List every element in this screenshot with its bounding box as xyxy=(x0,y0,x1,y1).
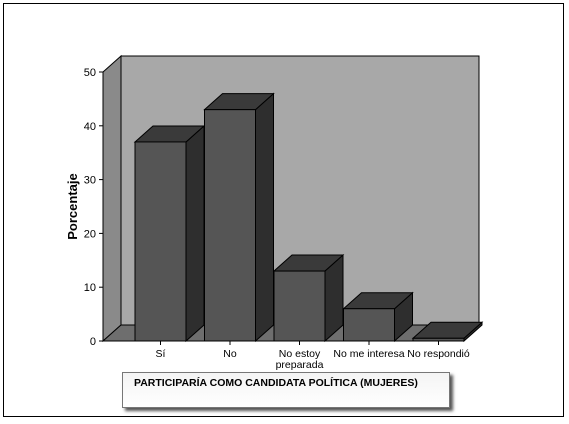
bar xyxy=(134,141,187,342)
x-tick-label: No estoy xyxy=(279,348,321,360)
bar xyxy=(273,270,326,342)
x-tick-label: preparada xyxy=(276,359,324,371)
y-tick-label: 0 xyxy=(90,336,96,348)
y-tick-label: 30 xyxy=(84,175,96,187)
y-axis-title: Porcentaje xyxy=(65,173,80,239)
bar xyxy=(204,109,256,342)
bar-side xyxy=(255,92,274,343)
y-tick-label: 50 xyxy=(84,67,96,79)
y-tick-label: 10 xyxy=(84,282,96,294)
y-tick-label: 40 xyxy=(84,121,96,133)
bar-side xyxy=(185,124,205,343)
x-tick-label: No respondió xyxy=(407,348,470,360)
bar xyxy=(343,308,395,342)
bar xyxy=(412,337,465,342)
x-axis-title-box xyxy=(122,372,450,408)
side-wall xyxy=(102,54,122,343)
y-tick-label: 20 xyxy=(84,228,96,240)
x-tick-label: No me interesa xyxy=(333,348,404,360)
x-tick-label: No xyxy=(223,348,237,360)
x-tick-label: Sí xyxy=(156,348,166,360)
x-axis-title: PARTICIPARÍA COMO CANDIDATA POLÍTICA (MU… xyxy=(134,377,418,389)
